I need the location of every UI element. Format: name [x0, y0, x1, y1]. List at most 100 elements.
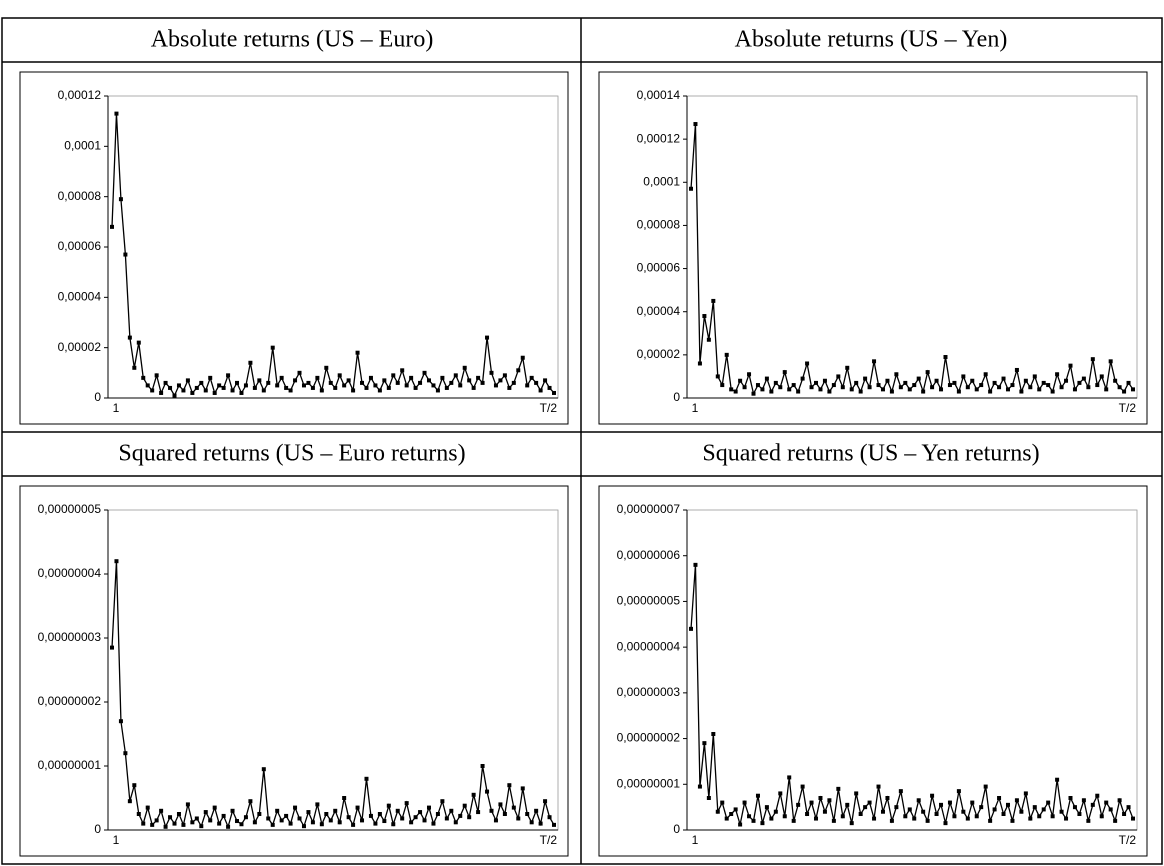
point — [360, 380, 365, 385]
point — [440, 799, 445, 804]
point — [693, 122, 698, 127]
point — [1068, 796, 1073, 800]
point — [947, 383, 952, 388]
point — [462, 365, 467, 370]
y-tick-label: 0,00002 — [637, 347, 681, 361]
point — [141, 375, 146, 380]
point — [516, 368, 521, 373]
point — [199, 824, 204, 829]
point — [970, 378, 975, 383]
point — [800, 784, 805, 789]
point — [159, 390, 164, 395]
point — [1014, 798, 1019, 803]
point — [907, 807, 912, 812]
point — [337, 373, 342, 378]
point — [974, 387, 979, 392]
point — [395, 808, 400, 813]
point — [288, 388, 293, 393]
point — [773, 380, 778, 385]
point — [226, 824, 231, 829]
point — [751, 391, 756, 396]
point — [1086, 818, 1091, 823]
point — [525, 812, 530, 816]
point — [916, 376, 921, 381]
point — [239, 822, 244, 827]
point — [257, 812, 262, 816]
y-tick-label: 0,00000002 — [617, 731, 681, 745]
point — [324, 365, 329, 370]
point — [1122, 389, 1127, 394]
point — [1117, 385, 1122, 390]
point — [952, 814, 957, 819]
point — [319, 822, 324, 827]
point — [310, 385, 315, 390]
y-tick-label: 0,00000002 — [38, 694, 102, 708]
point — [480, 764, 485, 768]
point — [502, 812, 507, 816]
point — [742, 385, 747, 390]
point — [921, 389, 926, 394]
point — [248, 799, 253, 804]
point — [243, 815, 248, 820]
point — [706, 796, 711, 800]
point — [1077, 380, 1082, 385]
point — [689, 186, 693, 191]
point — [854, 791, 859, 796]
point — [1090, 802, 1095, 807]
point — [275, 383, 280, 388]
point — [1046, 800, 1051, 805]
point — [333, 385, 338, 390]
point — [489, 808, 494, 813]
point — [226, 373, 231, 378]
point — [760, 387, 765, 392]
point — [360, 818, 365, 823]
point — [876, 383, 881, 388]
point — [172, 821, 177, 826]
point — [270, 345, 275, 350]
point — [136, 812, 141, 816]
point — [907, 387, 912, 392]
point — [697, 361, 702, 366]
point — [422, 818, 427, 823]
point — [939, 802, 944, 807]
point — [319, 388, 324, 393]
point — [458, 383, 463, 388]
point — [818, 387, 823, 392]
point — [1059, 385, 1064, 390]
point — [930, 385, 935, 390]
point — [858, 812, 863, 816]
point — [1108, 359, 1113, 364]
point — [194, 385, 199, 390]
panel-heading: Absolute returns (US – Euro) — [151, 27, 434, 53]
chart-frame — [598, 485, 1148, 857]
x-tick-label: 1 — [692, 833, 699, 847]
point — [983, 372, 988, 377]
point — [275, 808, 280, 813]
point — [301, 383, 306, 388]
y-tick-label: 0 — [94, 390, 101, 404]
point — [1037, 814, 1042, 819]
point — [979, 805, 984, 810]
point — [1019, 389, 1024, 394]
point — [257, 378, 262, 383]
point — [1055, 372, 1060, 377]
point — [1014, 367, 1019, 372]
point — [939, 387, 944, 392]
point — [885, 796, 890, 800]
point — [863, 376, 868, 381]
point — [511, 805, 516, 810]
point — [431, 821, 436, 826]
point — [395, 380, 400, 385]
point — [747, 372, 752, 377]
point — [814, 380, 819, 385]
point — [127, 335, 132, 340]
point — [127, 799, 132, 804]
point — [1086, 385, 1091, 390]
y-tick-label: 0,00008 — [637, 218, 681, 232]
point — [1028, 385, 1033, 390]
point — [769, 389, 774, 394]
point — [930, 793, 935, 798]
point — [898, 385, 903, 390]
point — [168, 385, 173, 390]
